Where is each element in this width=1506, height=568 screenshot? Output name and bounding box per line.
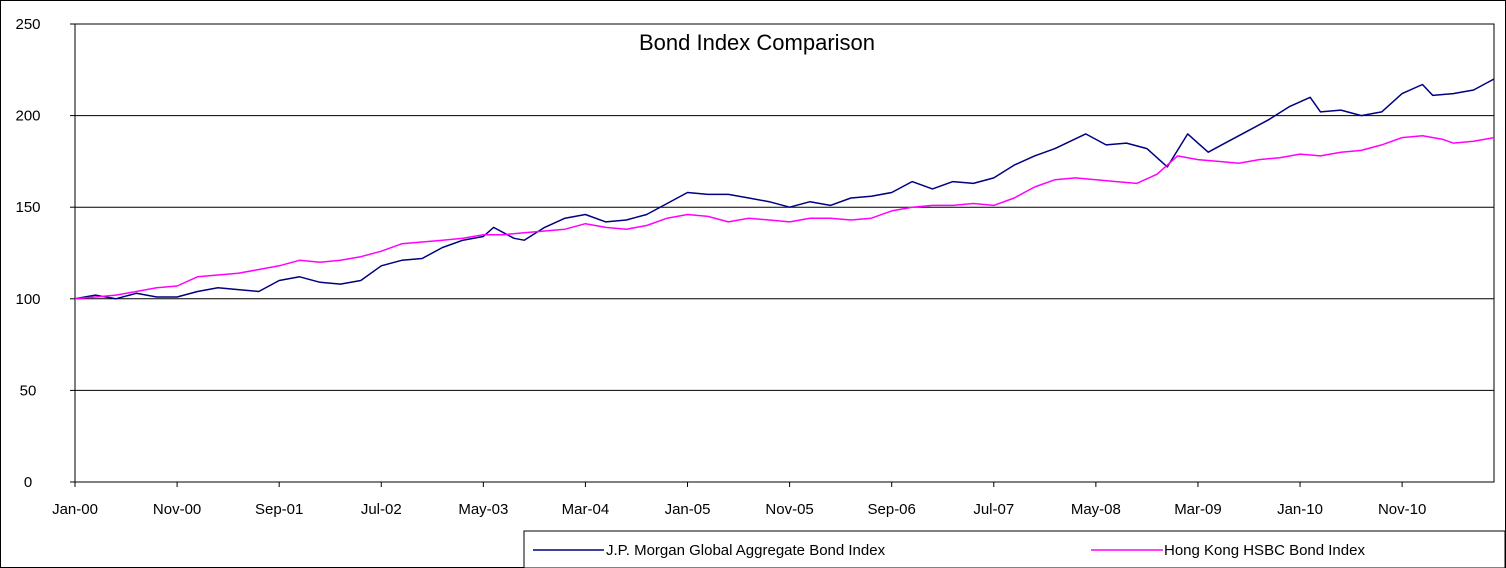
x-tick-label: May-08	[1071, 501, 1121, 518]
y-tick-label: 250	[15, 16, 40, 33]
y-axis-ticks: 0 50 100 150 200 250	[15, 16, 75, 491]
series-lines	[74, 78, 1495, 300]
x-tick-label: Jan-10	[1277, 501, 1323, 518]
plot-area	[74, 23, 1495, 483]
x-tick-label: Nov-05	[765, 501, 813, 518]
x-tick-label: Nov-10	[1378, 501, 1426, 518]
legend-box	[523, 530, 1506, 568]
x-tick-label: Nov-00	[153, 501, 201, 518]
y-tick-label: 150	[15, 199, 40, 216]
gridlines	[75, 115, 1494, 391]
y-tick-label: 200	[15, 108, 40, 125]
x-tick-label: Mar-09	[1174, 501, 1222, 518]
x-axis-ticks: Jan-00 Nov-00 Sep-01 Jul-02 May-03 Mar-04 Jan-…	[52, 482, 1426, 518]
x-tick-label: May-03	[458, 501, 508, 518]
legend-label: Hong Kong HSBC Bond Index	[1164, 542, 1365, 559]
y-tick-label: 100	[15, 291, 40, 308]
y-tick-label: 50	[20, 382, 37, 399]
legend-label: J.P. Morgan Global Aggregate Bond Index	[606, 542, 886, 559]
x-tick-label: Sep-06	[868, 501, 916, 518]
chart-title: Bond Index Comparison	[639, 30, 875, 55]
y-tick-label: 0	[24, 474, 32, 491]
x-tick-label: Jul-02	[361, 501, 402, 518]
series-line-hsbc	[74, 135, 1495, 300]
x-tick-label: Mar-04	[562, 501, 610, 518]
x-tick-label: Sep-01	[255, 501, 303, 518]
legend: J.P. Morgan Global Aggregate Bond Index H…	[523, 530, 1506, 568]
x-tick-label: Jan-05	[665, 501, 711, 518]
x-tick-label: Jul-07	[973, 501, 1014, 518]
x-tick-label: Jan-00	[52, 501, 98, 518]
series-line-jp-morgan	[74, 78, 1495, 300]
